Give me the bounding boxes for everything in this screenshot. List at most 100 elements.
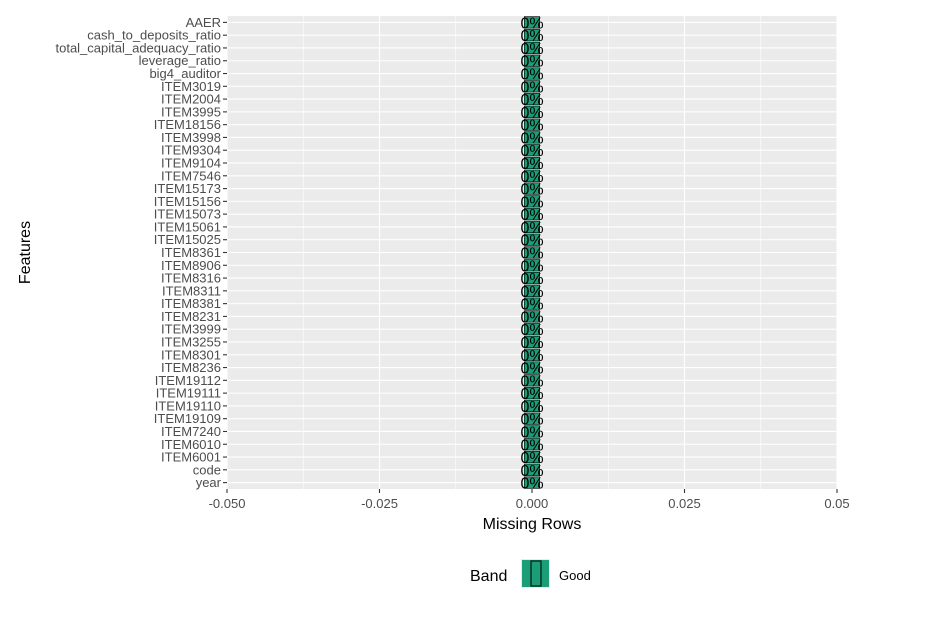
- bar-ITEM8231: [524, 310, 540, 323]
- y-tick-label-year: year: [196, 475, 222, 490]
- y-tick-label-ITEM19109: ITEM19109: [154, 411, 221, 426]
- y-tick-label-ITEM2004: ITEM2004: [161, 92, 221, 107]
- bar-ITEM18156: [524, 118, 540, 131]
- y-tick-label-ITEM15173: ITEM15173: [154, 181, 221, 196]
- bar-label-year: 0%: [520, 476, 543, 493]
- bar-label-ITEM8361: 0%: [520, 246, 543, 263]
- y-tick-label-total_capital_adequacy_ratio: total_capital_adequacy_ratio: [55, 40, 221, 55]
- bar-ITEM7546: [524, 169, 540, 182]
- bar-label-ITEM15025: 0%: [520, 233, 543, 250]
- y-tick-label-ITEM8231: ITEM8231: [161, 309, 221, 324]
- bar-cash_to_deposits_ratio: [524, 29, 540, 42]
- y-tick-label-ITEM19110: ITEM19110: [155, 398, 221, 413]
- bar-label-ITEM8311: 0%: [520, 284, 543, 301]
- bar-ITEM19109: [524, 412, 540, 425]
- x-tick-label: -0.050: [209, 496, 246, 511]
- bar-ITEM2004: [524, 93, 540, 106]
- y-tick-label-ITEM7240: ITEM7240: [161, 424, 221, 439]
- y-tick-label-ITEM18156: ITEM18156: [154, 117, 221, 132]
- x-axis: -0.050 -0.025 0.000 0.025 0.05: [209, 489, 850, 511]
- bar-ITEM8381: [524, 297, 540, 310]
- bar-label-ITEM3998: 0%: [520, 130, 543, 147]
- y-tick-label-code: code: [193, 462, 221, 477]
- bar-label-leverage_ratio: 0%: [520, 54, 543, 71]
- y-tick-label-cash_to_deposits_ratio: cash_to_deposits_ratio: [87, 28, 221, 43]
- bar-label-ITEM9304: 0%: [520, 143, 543, 160]
- y-tick-label-AAER: AAER: [186, 15, 221, 30]
- y-tick-label-ITEM19112: ITEM19112: [155, 373, 221, 388]
- x-tick-label: 0.05: [824, 496, 849, 511]
- bar-label-ITEM18156: 0%: [520, 118, 543, 135]
- bar-ITEM19110: [524, 399, 540, 412]
- bar-label-ITEM3019: 0%: [520, 79, 543, 96]
- bar-ITEM3995: [524, 105, 540, 118]
- bar-label-ITEM8316: 0%: [520, 271, 543, 288]
- y-tick-label-ITEM15156: ITEM15156: [154, 194, 221, 209]
- bar-label-ITEM19111: 0%: [520, 386, 543, 403]
- y-tick-label-ITEM9104: ITEM9104: [161, 156, 221, 171]
- legend-title: Band: [470, 568, 507, 585]
- y-tick-label-ITEM8311: ITEM8311: [162, 283, 221, 298]
- y-tick-label-ITEM7546: ITEM7546: [161, 168, 221, 183]
- bar-ITEM3019: [524, 80, 540, 93]
- bar-label-ITEM3995: 0%: [520, 105, 543, 122]
- y-tick-label-ITEM8236: ITEM8236: [161, 360, 221, 375]
- bar-label-ITEM7240: 0%: [520, 424, 543, 441]
- bar-label-ITEM19112: 0%: [520, 373, 543, 390]
- y-tick-label-ITEM15061: ITEM15061: [154, 219, 221, 234]
- bar-label-ITEM7546: 0%: [520, 169, 543, 186]
- bar-label-ITEM8906: 0%: [520, 258, 543, 275]
- y-tick-label-ITEM19111: ITEM19111: [156, 386, 221, 401]
- bar-label-ITEM3255: 0%: [520, 335, 543, 352]
- bar-ITEM3999: [524, 323, 540, 336]
- legend-key-swatch: [522, 560, 549, 587]
- bar-AAER: [524, 16, 540, 29]
- bar-ITEM3998: [524, 131, 540, 144]
- bar-ITEM9304: [524, 144, 540, 157]
- y-axis: AAERcash_to_deposits_ratiototal_capital_…: [55, 15, 227, 490]
- bar-label-ITEM9104: 0%: [520, 156, 543, 173]
- legend-label-good: Good: [559, 568, 591, 583]
- legend-key-outline: [530, 560, 542, 587]
- y-tick-label-ITEM6010: ITEM6010: [161, 437, 221, 452]
- bar-ITEM19111: [524, 387, 540, 400]
- bar-ITEM6001: [524, 450, 540, 464]
- x-axis-title: Missing Rows: [483, 516, 582, 533]
- bar-ITEM15061: [524, 220, 540, 233]
- bar-label-ITEM6010: 0%: [520, 437, 543, 454]
- y-tick-label-ITEM3998: ITEM3998: [161, 130, 221, 145]
- bar-ITEM8301: [524, 348, 540, 361]
- y-tick-label-ITEM8906: ITEM8906: [161, 258, 221, 273]
- bar-ITEM9104: [524, 156, 540, 170]
- bar-year: [524, 476, 540, 489]
- bar-label-ITEM8231: 0%: [520, 309, 543, 326]
- y-tick-label-ITEM8301: ITEM8301: [161, 347, 221, 362]
- bar-code: [524, 463, 540, 476]
- bar-label-ITEM15156: 0%: [520, 194, 543, 211]
- bar-ITEM8236: [524, 361, 540, 374]
- bar-label-ITEM19110: 0%: [520, 399, 543, 416]
- bar-label-AAER: 0%: [520, 15, 543, 32]
- bar-ITEM7240: [524, 425, 540, 438]
- bar-ITEM3255: [524, 335, 540, 349]
- bar-label-code: 0%: [520, 463, 543, 480]
- y-tick-label-ITEM15025: ITEM15025: [154, 232, 221, 247]
- bar-label-big4_auditor: 0%: [520, 67, 543, 84]
- y-tick-label-ITEM8381: ITEM8381: [161, 296, 221, 311]
- bars: [524, 16, 540, 489]
- y-tick-label-ITEM6001: ITEM6001: [161, 450, 221, 465]
- y-tick-label-ITEM3255: ITEM3255: [161, 334, 221, 349]
- bar-ITEM19112: [524, 374, 540, 387]
- bar-ITEM8906: [524, 259, 540, 272]
- bar-label-ITEM15073: 0%: [520, 207, 543, 224]
- y-axis-title: Features: [17, 221, 34, 284]
- bar-big4_auditor: [524, 67, 540, 80]
- bar-label-ITEM8236: 0%: [520, 361, 543, 378]
- bar-ITEM8311: [524, 284, 540, 297]
- bar-ITEM6010: [524, 438, 540, 451]
- bar-label-ITEM8301: 0%: [520, 348, 543, 365]
- y-tick-label-leverage_ratio: leverage_ratio: [139, 53, 221, 68]
- bar-label-total_capital_adequacy_ratio: 0%: [520, 41, 543, 58]
- y-tick-label-ITEM9304: ITEM9304: [161, 143, 221, 158]
